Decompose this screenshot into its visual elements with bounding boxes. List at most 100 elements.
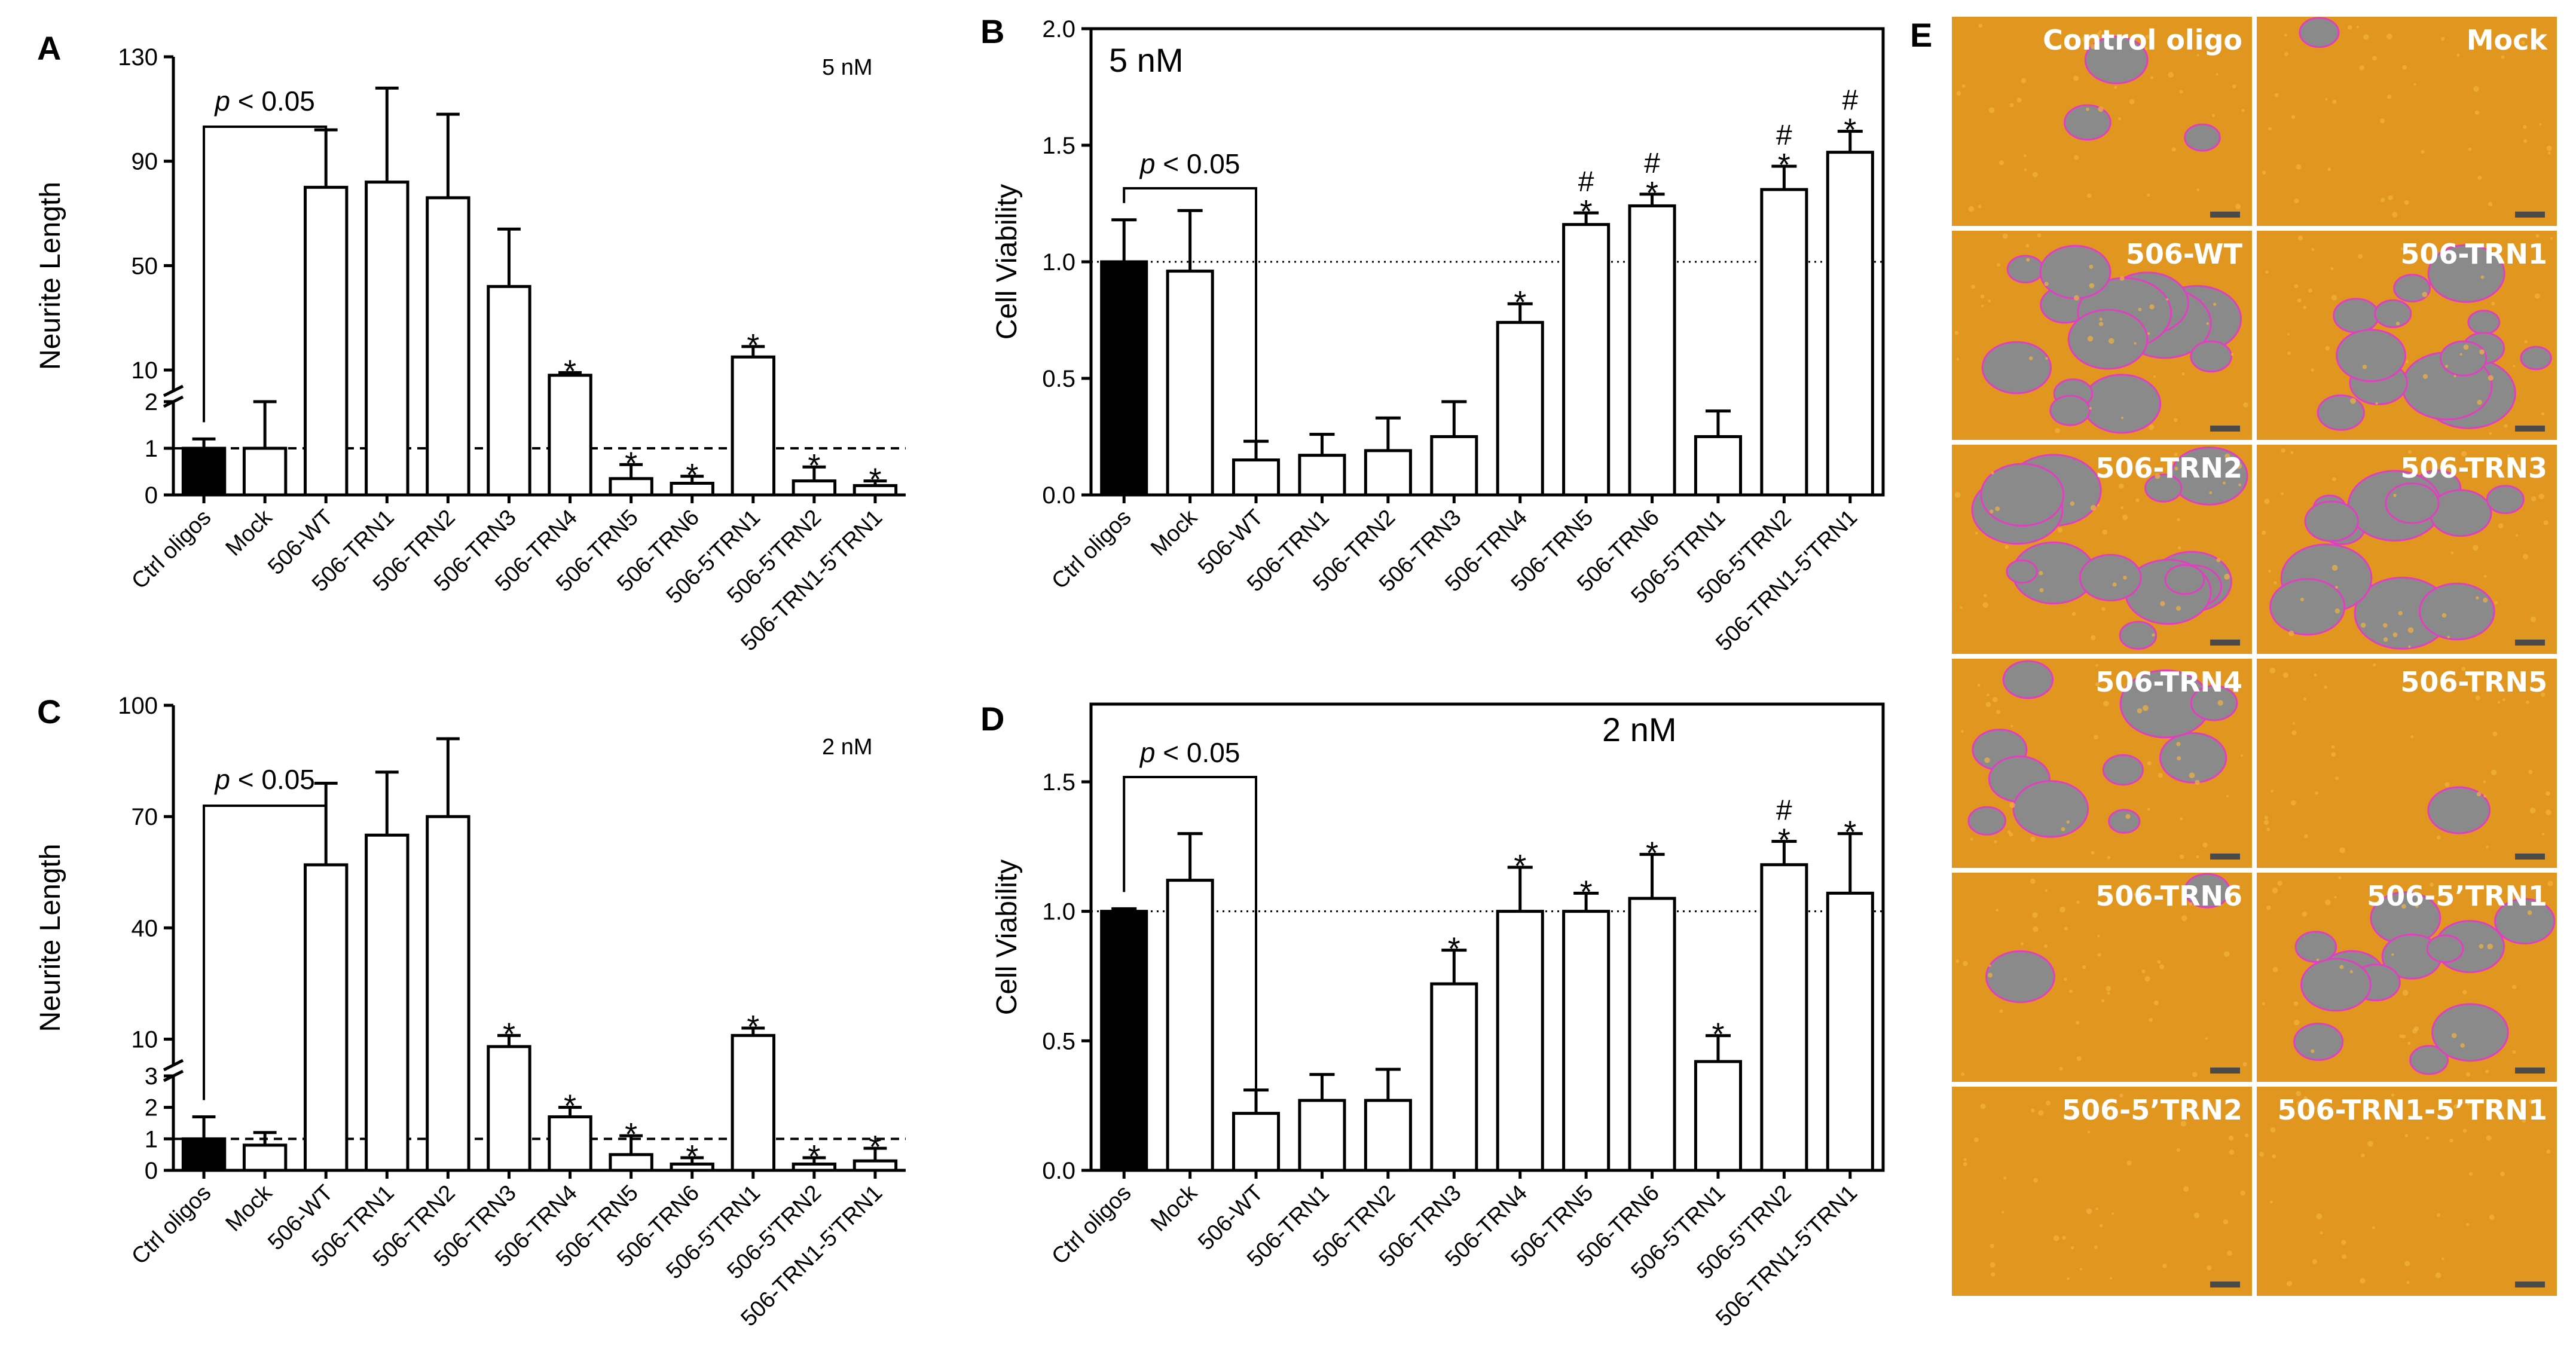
cell-texture (2513, 365, 2516, 368)
cell-texture (2486, 884, 2489, 888)
bar (365, 181, 410, 497)
bar (426, 815, 470, 1172)
cell-free-region (2159, 732, 2227, 784)
cell-texture (2108, 338, 2114, 344)
cell-free-region (2336, 329, 2406, 383)
cell-texture (2451, 1033, 2457, 1038)
significance-star: * (1844, 815, 1856, 851)
bar (1430, 435, 1478, 497)
y-tick-label: 1 (145, 1126, 158, 1152)
y-axis-label: Neurite Length (35, 182, 66, 370)
cell-texture (2272, 887, 2278, 894)
cell-texture (2392, 212, 2398, 218)
cell-texture (2179, 854, 2184, 860)
cell-texture (2524, 340, 2528, 344)
cell-texture (2095, 1207, 2098, 1210)
cell-texture (2473, 545, 2479, 551)
cell-texture (2117, 117, 2121, 121)
cell-free-region (2002, 660, 2054, 699)
cell-texture (2097, 504, 2100, 507)
cell-texture (2236, 463, 2242, 469)
cell-texture (2523, 139, 2528, 143)
cell-texture (2462, 1128, 2467, 1133)
cell-texture (2009, 832, 2013, 837)
cell-texture (2461, 666, 2466, 671)
panel-letter-e: E (1910, 16, 1932, 54)
cell-free-region (2039, 244, 2111, 299)
cell-texture (2004, 545, 2009, 549)
cell-texture (2307, 1109, 2311, 1112)
bar (1496, 910, 1544, 1172)
cell-texture (2134, 342, 2137, 345)
cell-texture (2483, 574, 2487, 578)
micrograph-tile: 506-5’TRN2 (1952, 1087, 2252, 1296)
cell-texture (2303, 697, 2307, 701)
cell-texture (2402, 65, 2407, 70)
cell-texture (2087, 335, 2094, 342)
cell-free-region (2385, 482, 2440, 524)
bar (1166, 879, 1214, 1172)
cell-texture (2111, 1212, 2114, 1215)
y-tick-label: 0.0 (1042, 1158, 1075, 1184)
cell-texture (2367, 1140, 2373, 1147)
scale-bar (2515, 854, 2545, 860)
cell-texture (2436, 1213, 2441, 1217)
cell-free-region (2300, 958, 2372, 1012)
y-tick-label: 70 (132, 804, 158, 830)
bar (304, 185, 349, 497)
cell-texture (2150, 76, 2154, 79)
cell-texture (2271, 790, 2274, 793)
significance-star: * (808, 448, 820, 484)
bar (548, 374, 592, 497)
cell-texture (2304, 834, 2308, 839)
cell-texture (2046, 1100, 2051, 1106)
cell-free-region (1967, 806, 2006, 836)
cell-texture (2401, 904, 2406, 909)
cell-texture (2535, 234, 2540, 238)
cell-texture (2400, 247, 2404, 250)
cell-texture (2177, 518, 2180, 522)
cell-texture (2531, 496, 2537, 501)
cell-texture (2265, 270, 2269, 274)
cell-texture (2176, 1148, 2180, 1152)
cell-texture (1954, 331, 1959, 335)
cell-texture (2388, 195, 2393, 200)
cell-texture (1980, 1103, 1986, 1109)
cell-texture (2528, 1099, 2534, 1104)
cell-texture (2334, 895, 2337, 899)
cell-texture (2089, 283, 2095, 289)
bar (1364, 1099, 1412, 1172)
cell-texture (2125, 813, 2131, 819)
cell-texture (1984, 757, 1990, 763)
cell-texture (2492, 731, 2498, 736)
cell-texture (2444, 365, 2449, 368)
cell-texture (2099, 1224, 2103, 1228)
grid-border (1949, 14, 2559, 1298)
cell-texture (2066, 820, 2070, 824)
cell-texture (1990, 1262, 1996, 1268)
bar (1232, 1112, 1281, 1172)
cell-free-region (2269, 578, 2346, 636)
cell-texture (2269, 667, 2276, 674)
bar (487, 285, 531, 497)
cell-texture (2091, 635, 2096, 641)
cell-texture (2422, 374, 2428, 379)
cell-texture (2334, 608, 2340, 614)
cell-texture (2147, 332, 2150, 335)
cell-texture (2373, 663, 2376, 666)
cell-texture (2037, 233, 2042, 238)
y-tick-label: 50 (132, 253, 158, 279)
cell-texture (2401, 1034, 2406, 1039)
cell-texture (2316, 1213, 2323, 1219)
cell-texture (2216, 558, 2221, 562)
cell-texture (2311, 1049, 2315, 1053)
cell-texture (2339, 847, 2345, 854)
cell-texture (2530, 616, 2537, 622)
cell-free-region (2190, 340, 2232, 373)
bar (1694, 435, 1743, 497)
cell-texture (2444, 782, 2450, 787)
cell-free-region (2520, 345, 2552, 371)
cell-texture (2441, 1257, 2444, 1260)
